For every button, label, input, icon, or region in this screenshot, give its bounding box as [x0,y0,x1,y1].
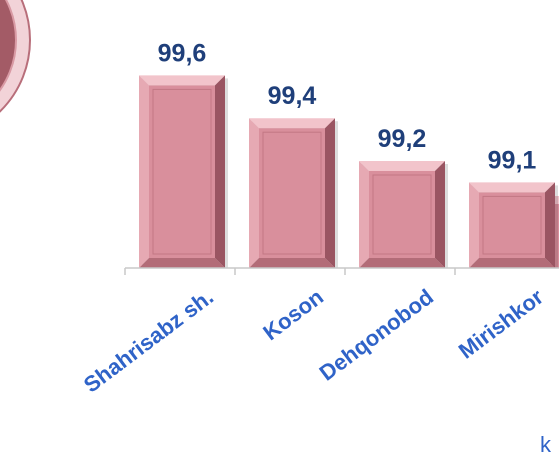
category-label: Shahrisabz sh. [79,284,218,397]
bar [249,118,338,268]
bar [469,182,558,268]
value-label: 99,1 [488,146,537,174]
value-label: 99,6 [158,39,207,67]
category-label: Koson [258,284,328,345]
value-label: 99,2 [378,125,427,153]
value-labels-layer: 99,6 99,4 99,2 99,1 [158,39,537,174]
bars-layer [139,75,558,269]
edge-text-fragment: k [540,432,551,457]
category-label: Mirishkor [454,284,548,364]
bar [139,75,228,269]
category-label: Dehqonobod [315,284,438,386]
left-circle-decoration [0,0,31,113]
value-label: 99,4 [268,82,317,110]
x-axis [124,267,559,275]
bar [359,161,448,268]
